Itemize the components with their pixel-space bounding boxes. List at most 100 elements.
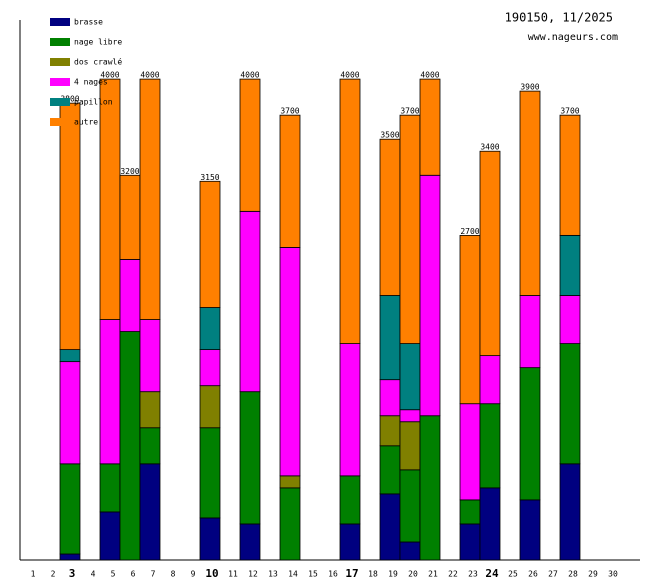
bar-segment bbox=[199, 427, 221, 519]
bar-segment bbox=[279, 114, 301, 248]
bar-total-label: 4000 bbox=[100, 71, 119, 80]
legend-label: dos crawlé bbox=[74, 57, 122, 67]
x-tick-label: 12 bbox=[248, 570, 258, 579]
bar-segment bbox=[239, 391, 261, 525]
x-tick-label: 13 bbox=[268, 570, 278, 579]
x-tick-label: 16 bbox=[328, 570, 338, 579]
x-tick-label: 14 bbox=[288, 570, 298, 579]
legend-label: brasse bbox=[74, 18, 103, 27]
bar-segment bbox=[459, 403, 481, 501]
bar-segment bbox=[339, 475, 361, 525]
bar-segment bbox=[279, 475, 301, 489]
legend-label: 4 nages bbox=[74, 78, 108, 87]
bar-segment bbox=[99, 78, 121, 320]
x-tick-label: 24 bbox=[485, 567, 499, 580]
legend-swatch bbox=[50, 118, 70, 126]
x-tick-label: 9 bbox=[191, 570, 196, 579]
x-tick-label: 18 bbox=[368, 570, 378, 579]
bar-segment bbox=[119, 174, 141, 260]
legend-swatch bbox=[50, 58, 70, 66]
bar-segment bbox=[479, 487, 501, 561]
bar-segment bbox=[139, 78, 161, 320]
bar-total-label: 4000 bbox=[240, 71, 259, 80]
x-tick-label: 21 bbox=[428, 570, 438, 579]
x-tick-label: 2 bbox=[51, 570, 56, 579]
x-tick-label: 19 bbox=[388, 570, 398, 579]
bar-segment bbox=[379, 295, 401, 381]
bar-segment bbox=[99, 319, 121, 465]
bar-segment bbox=[339, 523, 361, 561]
bar-segment bbox=[459, 523, 481, 561]
bar-segment bbox=[59, 349, 81, 363]
legend-swatch bbox=[50, 18, 70, 26]
bar-segment bbox=[99, 463, 121, 513]
x-tick-label: 17 bbox=[345, 567, 358, 580]
bar-total-label: 3200 bbox=[120, 167, 139, 176]
bar-total-label: 2700 bbox=[460, 227, 479, 236]
bar-segment bbox=[239, 523, 261, 561]
bar-total-label: 3800 bbox=[60, 95, 79, 104]
legend-swatch bbox=[50, 78, 70, 86]
bar-segment bbox=[399, 343, 421, 411]
bar-segment bbox=[419, 78, 441, 176]
bar-segment bbox=[59, 553, 81, 561]
bar-segment bbox=[119, 259, 141, 332]
x-tick-label: 8 bbox=[171, 570, 176, 579]
legend-label: papillon bbox=[74, 98, 113, 107]
x-tick-label: 20 bbox=[408, 570, 418, 579]
bar-total-label: 3700 bbox=[280, 107, 299, 116]
bar-segment bbox=[559, 343, 581, 465]
bar-segment bbox=[479, 403, 501, 489]
x-tick-label: 5 bbox=[111, 570, 116, 579]
bar-segment bbox=[379, 138, 401, 296]
x-tick-label: 26 bbox=[528, 570, 538, 579]
bar-segment bbox=[199, 349, 221, 387]
bar-segment bbox=[399, 409, 421, 423]
legend-label: autre bbox=[74, 118, 98, 127]
bar-segment bbox=[239, 78, 261, 212]
bar-segment bbox=[459, 234, 481, 405]
bar-segment bbox=[59, 463, 81, 555]
bar-segment bbox=[379, 415, 401, 447]
bar-segment bbox=[239, 210, 261, 393]
bar-segment bbox=[99, 511, 121, 561]
x-tick-label: 11 bbox=[228, 570, 238, 579]
bar-segment bbox=[559, 234, 581, 296]
bar-segment bbox=[379, 379, 401, 417]
bar-total-label: 3900 bbox=[520, 83, 539, 92]
bar-segment bbox=[419, 415, 441, 561]
bar-segment bbox=[279, 247, 301, 477]
bar-segment bbox=[419, 174, 441, 417]
legend-swatch bbox=[50, 38, 70, 46]
bar-segment bbox=[519, 295, 541, 369]
x-tick-label: 4 bbox=[91, 570, 96, 579]
legend-label: nage libre bbox=[74, 38, 122, 47]
bar-total-label: 3700 bbox=[400, 107, 419, 116]
bar-segment bbox=[139, 427, 161, 465]
bar-segment bbox=[399, 421, 421, 471]
bar-segment bbox=[519, 367, 541, 501]
x-tick-label: 27 bbox=[548, 570, 558, 579]
bar-segment bbox=[199, 385, 221, 429]
bar-segment bbox=[139, 391, 161, 429]
bar-segment bbox=[139, 319, 161, 393]
bar-segment bbox=[519, 90, 541, 296]
bar-segment bbox=[479, 355, 501, 405]
bar-segment bbox=[199, 517, 221, 561]
x-tick-label: 23 bbox=[468, 570, 478, 579]
x-tick-label: 6 bbox=[131, 570, 136, 579]
bar-segment bbox=[559, 463, 581, 561]
x-tick-label: 25 bbox=[508, 570, 518, 579]
x-tick-label: 3 bbox=[69, 567, 76, 580]
bar-total-label: 3700 bbox=[560, 107, 579, 116]
x-tick-label: 15 bbox=[308, 570, 318, 579]
legend-swatch bbox=[50, 98, 70, 106]
bar-segment bbox=[339, 343, 361, 477]
bar-segment bbox=[59, 361, 81, 465]
bar-segment bbox=[139, 463, 161, 561]
bar-segment bbox=[479, 150, 501, 357]
bar-segment bbox=[399, 469, 421, 543]
bar-segment bbox=[379, 445, 401, 495]
bar-total-label: 3150 bbox=[200, 173, 219, 182]
bar-segment bbox=[199, 180, 221, 308]
